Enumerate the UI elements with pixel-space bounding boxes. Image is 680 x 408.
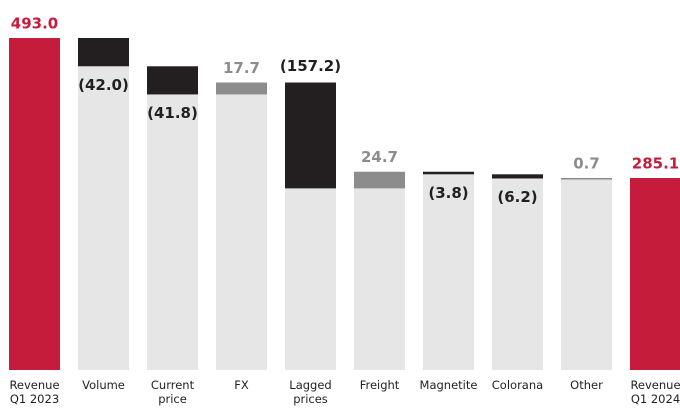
value-label: (41.8): [147, 104, 198, 122]
category-label: Revenue Q1 2023: [9, 378, 60, 406]
base-bar: [285, 188, 336, 370]
category-label: Current price: [150, 378, 195, 406]
category-label: Revenue Q1 2024: [630, 378, 680, 406]
value-label: (157.2): [280, 57, 341, 75]
decrease-segment: [147, 66, 198, 95]
base-bar: [561, 178, 612, 370]
decrease-segment: [285, 82, 336, 189]
base-bar: [423, 174, 474, 370]
decrease-segment: [78, 38, 129, 67]
value-label: 0.7: [573, 155, 600, 173]
value-label: (3.8): [428, 184, 468, 202]
value-label: (6.2): [497, 188, 537, 206]
category-label: FX: [234, 378, 249, 392]
base-bar: [492, 178, 543, 370]
total-bar: [630, 178, 680, 370]
increase-segment: [561, 178, 612, 180]
total-bar: [9, 38, 60, 370]
category-label: Other: [570, 378, 603, 392]
value-label: 17.7: [223, 59, 260, 77]
base-bar: [354, 188, 405, 370]
category-label: Colorana: [491, 378, 544, 392]
category-label: Lagged prices: [289, 378, 332, 406]
base-bar: [216, 94, 267, 371]
base-bar: [78, 66, 129, 371]
category-label: Magnetite: [419, 378, 478, 392]
value-label: 493.0: [11, 15, 58, 33]
value-label: (42.0): [78, 76, 129, 94]
increase-segment: [354, 171, 405, 189]
increase-segment: [216, 82, 267, 95]
value-label: 285.1: [632, 155, 679, 173]
category-label: Freight: [359, 378, 400, 392]
value-label: 24.7: [361, 148, 398, 166]
category-label: Volume: [82, 378, 125, 392]
decrease-segment: [423, 171, 474, 175]
plot: 493.0 (42.0) (41.8) 17.7 (157.2) 24.7 (3.8) (6.…: [9, 15, 680, 371]
base-bar: [147, 94, 198, 371]
decrease-segment: [492, 174, 543, 179]
